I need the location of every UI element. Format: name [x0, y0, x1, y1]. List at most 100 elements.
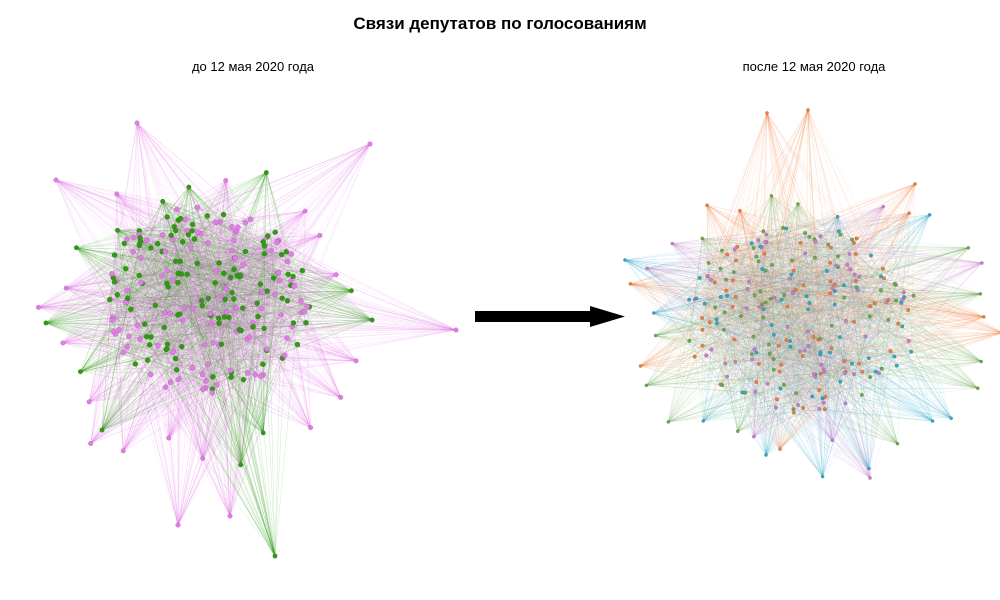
- edge: [224, 143, 371, 318]
- edge: [38, 295, 222, 308]
- edge: [278, 143, 371, 241]
- edge: [304, 290, 352, 312]
- node: [138, 279, 144, 286]
- edge: [140, 210, 306, 243]
- edge: [117, 230, 307, 323]
- node: [284, 335, 290, 341]
- edge: [164, 187, 190, 313]
- edge: [90, 300, 202, 444]
- edge: [136, 122, 232, 251]
- edge: [116, 193, 307, 323]
- node: [260, 430, 266, 436]
- edge: [263, 172, 267, 329]
- edge: [38, 247, 151, 308]
- edge: [250, 218, 320, 236]
- edge: [188, 234, 264, 433]
- edge: [90, 381, 171, 444]
- edge: [182, 241, 457, 331]
- edge: [90, 243, 125, 444]
- edge: [127, 290, 352, 299]
- edge: [38, 307, 112, 321]
- edge: [306, 306, 311, 428]
- node: [303, 319, 309, 326]
- node: [164, 280, 170, 287]
- edge: [225, 180, 239, 228]
- edge: [112, 172, 267, 318]
- edge: [162, 201, 292, 255]
- edge: [113, 186, 190, 278]
- edge: [80, 315, 211, 372]
- edge: [114, 281, 357, 362]
- edge: [126, 346, 203, 459]
- edge: [88, 317, 219, 403]
- edge: [125, 302, 373, 321]
- node: [229, 289, 235, 296]
- edge: [90, 251, 287, 444]
- edge: [76, 247, 177, 371]
- edge: [278, 143, 371, 274]
- edge: [162, 201, 248, 340]
- edge: [112, 210, 306, 318]
- node: [159, 232, 166, 238]
- node: [213, 381, 220, 388]
- edge: [207, 215, 264, 433]
- edge: [291, 235, 320, 255]
- edge: [109, 235, 320, 300]
- edge: [62, 342, 128, 348]
- edge: [117, 230, 222, 297]
- node: [155, 342, 161, 349]
- edge: [157, 290, 352, 346]
- edge: [90, 306, 308, 444]
- edge: [62, 307, 236, 344]
- edge: [150, 247, 357, 362]
- node: [188, 244, 194, 251]
- right-panel-subtitle: после 12 мая 2020 года: [742, 59, 886, 74]
- edge: [249, 336, 311, 428]
- node: [143, 237, 150, 243]
- edge: [150, 186, 190, 338]
- edge: [150, 290, 352, 375]
- node: [230, 296, 237, 302]
- node: [154, 240, 161, 247]
- edge: [176, 210, 306, 371]
- edge: [62, 247, 152, 344]
- edge: [123, 290, 352, 353]
- edge: [90, 384, 217, 444]
- edge: [140, 242, 311, 428]
- edge: [116, 193, 193, 309]
- edge: [162, 201, 203, 306]
- edge: [144, 172, 267, 325]
- edge: [220, 210, 306, 222]
- edge: [218, 323, 264, 433]
- edge: [192, 367, 203, 459]
- edge: [80, 351, 124, 372]
- edge: [117, 230, 128, 299]
- edge: [114, 254, 337, 275]
- edge: [117, 230, 179, 315]
- node: [260, 238, 267, 245]
- edge: [182, 319, 341, 398]
- edge: [170, 235, 320, 314]
- edge: [80, 270, 303, 372]
- edge: [172, 235, 320, 240]
- edge: [240, 312, 302, 465]
- node: [272, 229, 278, 235]
- node: [109, 317, 115, 324]
- edge: [76, 247, 209, 299]
- edge: [76, 247, 185, 309]
- edge: [117, 230, 265, 329]
- node: [169, 277, 176, 284]
- edge: [247, 235, 321, 374]
- edge: [256, 303, 311, 428]
- edge: [90, 374, 203, 444]
- edge: [194, 238, 352, 292]
- edge: [140, 338, 357, 362]
- edge: [76, 247, 226, 300]
- node: [152, 302, 159, 309]
- edge: [38, 253, 265, 308]
- edge: [220, 295, 341, 398]
- node: [172, 355, 179, 362]
- edge: [168, 326, 254, 439]
- edge: [38, 307, 203, 375]
- edge: [240, 312, 302, 465]
